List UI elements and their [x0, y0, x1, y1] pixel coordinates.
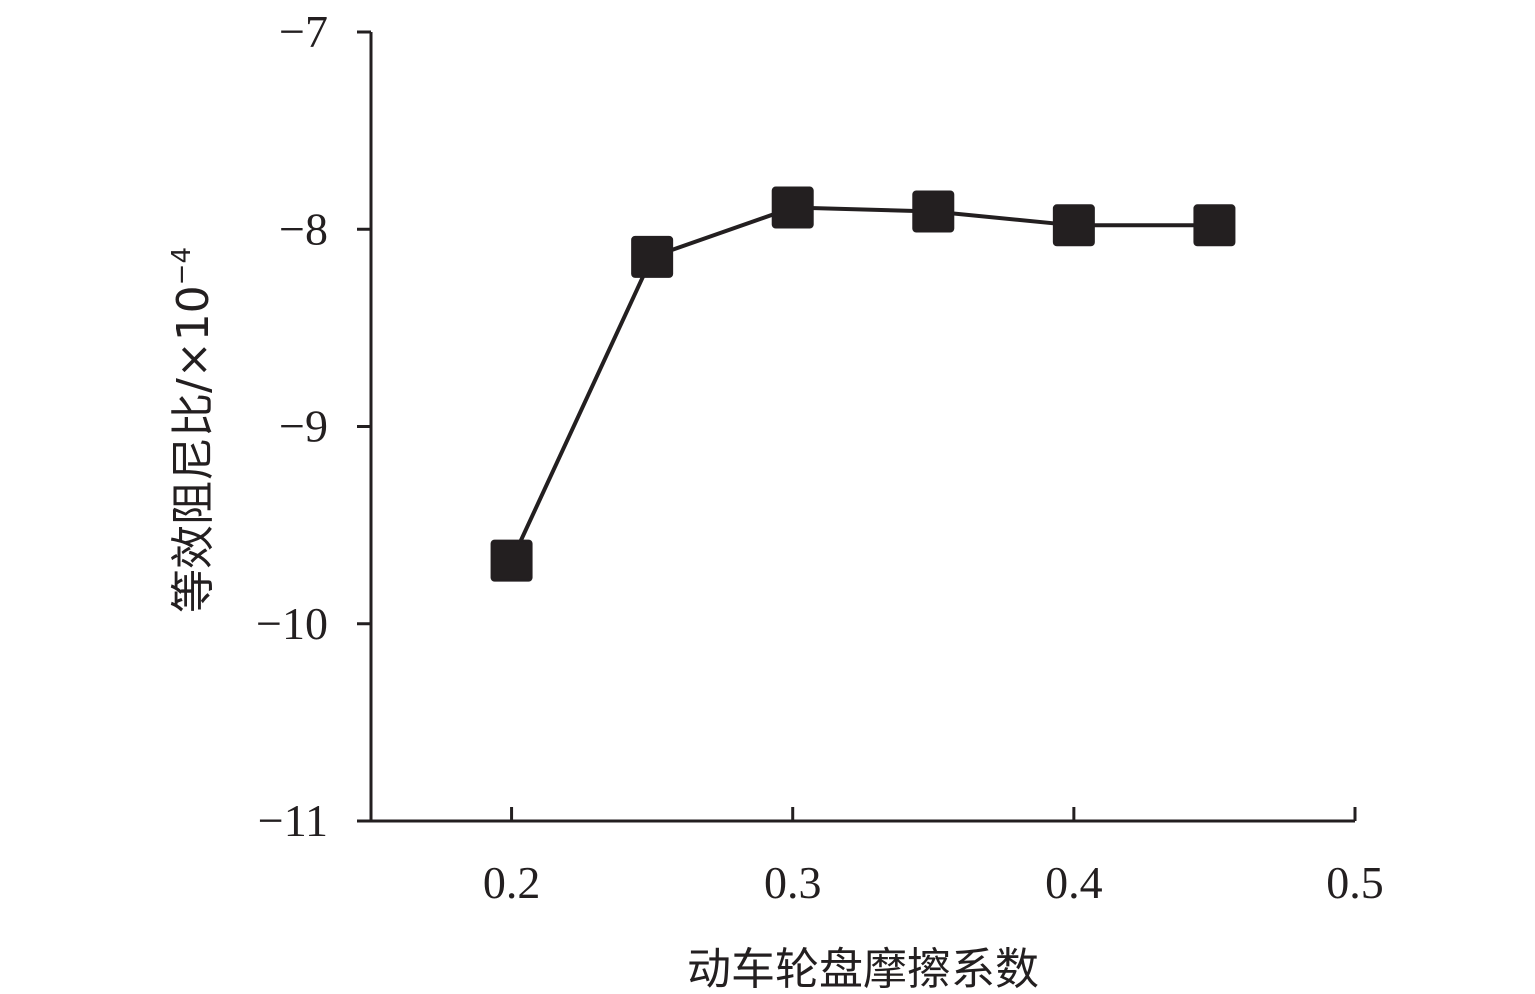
ticks: −7 −8 −9 −10 −11 0.2 0.3 0.4 0.5 — [256, 6, 1384, 908]
series-line — [509, 205, 1215, 562]
x-tick-label: 0.5 — [1326, 857, 1384, 908]
data-point-marker — [490, 539, 533, 582]
x-axis-title: 动车轮盘摩擦系数 — [687, 944, 1039, 994]
y-tick-label: −11 — [258, 795, 328, 846]
series — [490, 186, 1236, 582]
data-point-marker — [771, 186, 814, 229]
x-tick-label: 0.3 — [764, 857, 822, 908]
y-axis-title: 等效阻尼比/×10 — [168, 285, 219, 613]
y-axis-title-exponent: −4 — [167, 247, 197, 285]
y-tick-label: −8 — [279, 203, 328, 254]
y-tick-label: −10 — [256, 598, 328, 649]
svg-text:等效阻尼比/×10−4: 等效阻尼比/×10−4 — [167, 247, 219, 613]
data-point-marker — [1193, 204, 1236, 247]
y-tick-label: −9 — [279, 401, 328, 452]
data-point-marker — [912, 190, 955, 233]
axes — [369, 32, 1355, 823]
data-point-marker — [631, 235, 674, 278]
x-tick-label: 0.2 — [483, 857, 541, 908]
y-tick-label: −7 — [279, 6, 328, 57]
y-axis-title-group: 等效阻尼比/×10−4 — [167, 247, 219, 613]
x-tick-label: 0.4 — [1045, 857, 1103, 908]
data-point-marker — [1052, 204, 1095, 247]
